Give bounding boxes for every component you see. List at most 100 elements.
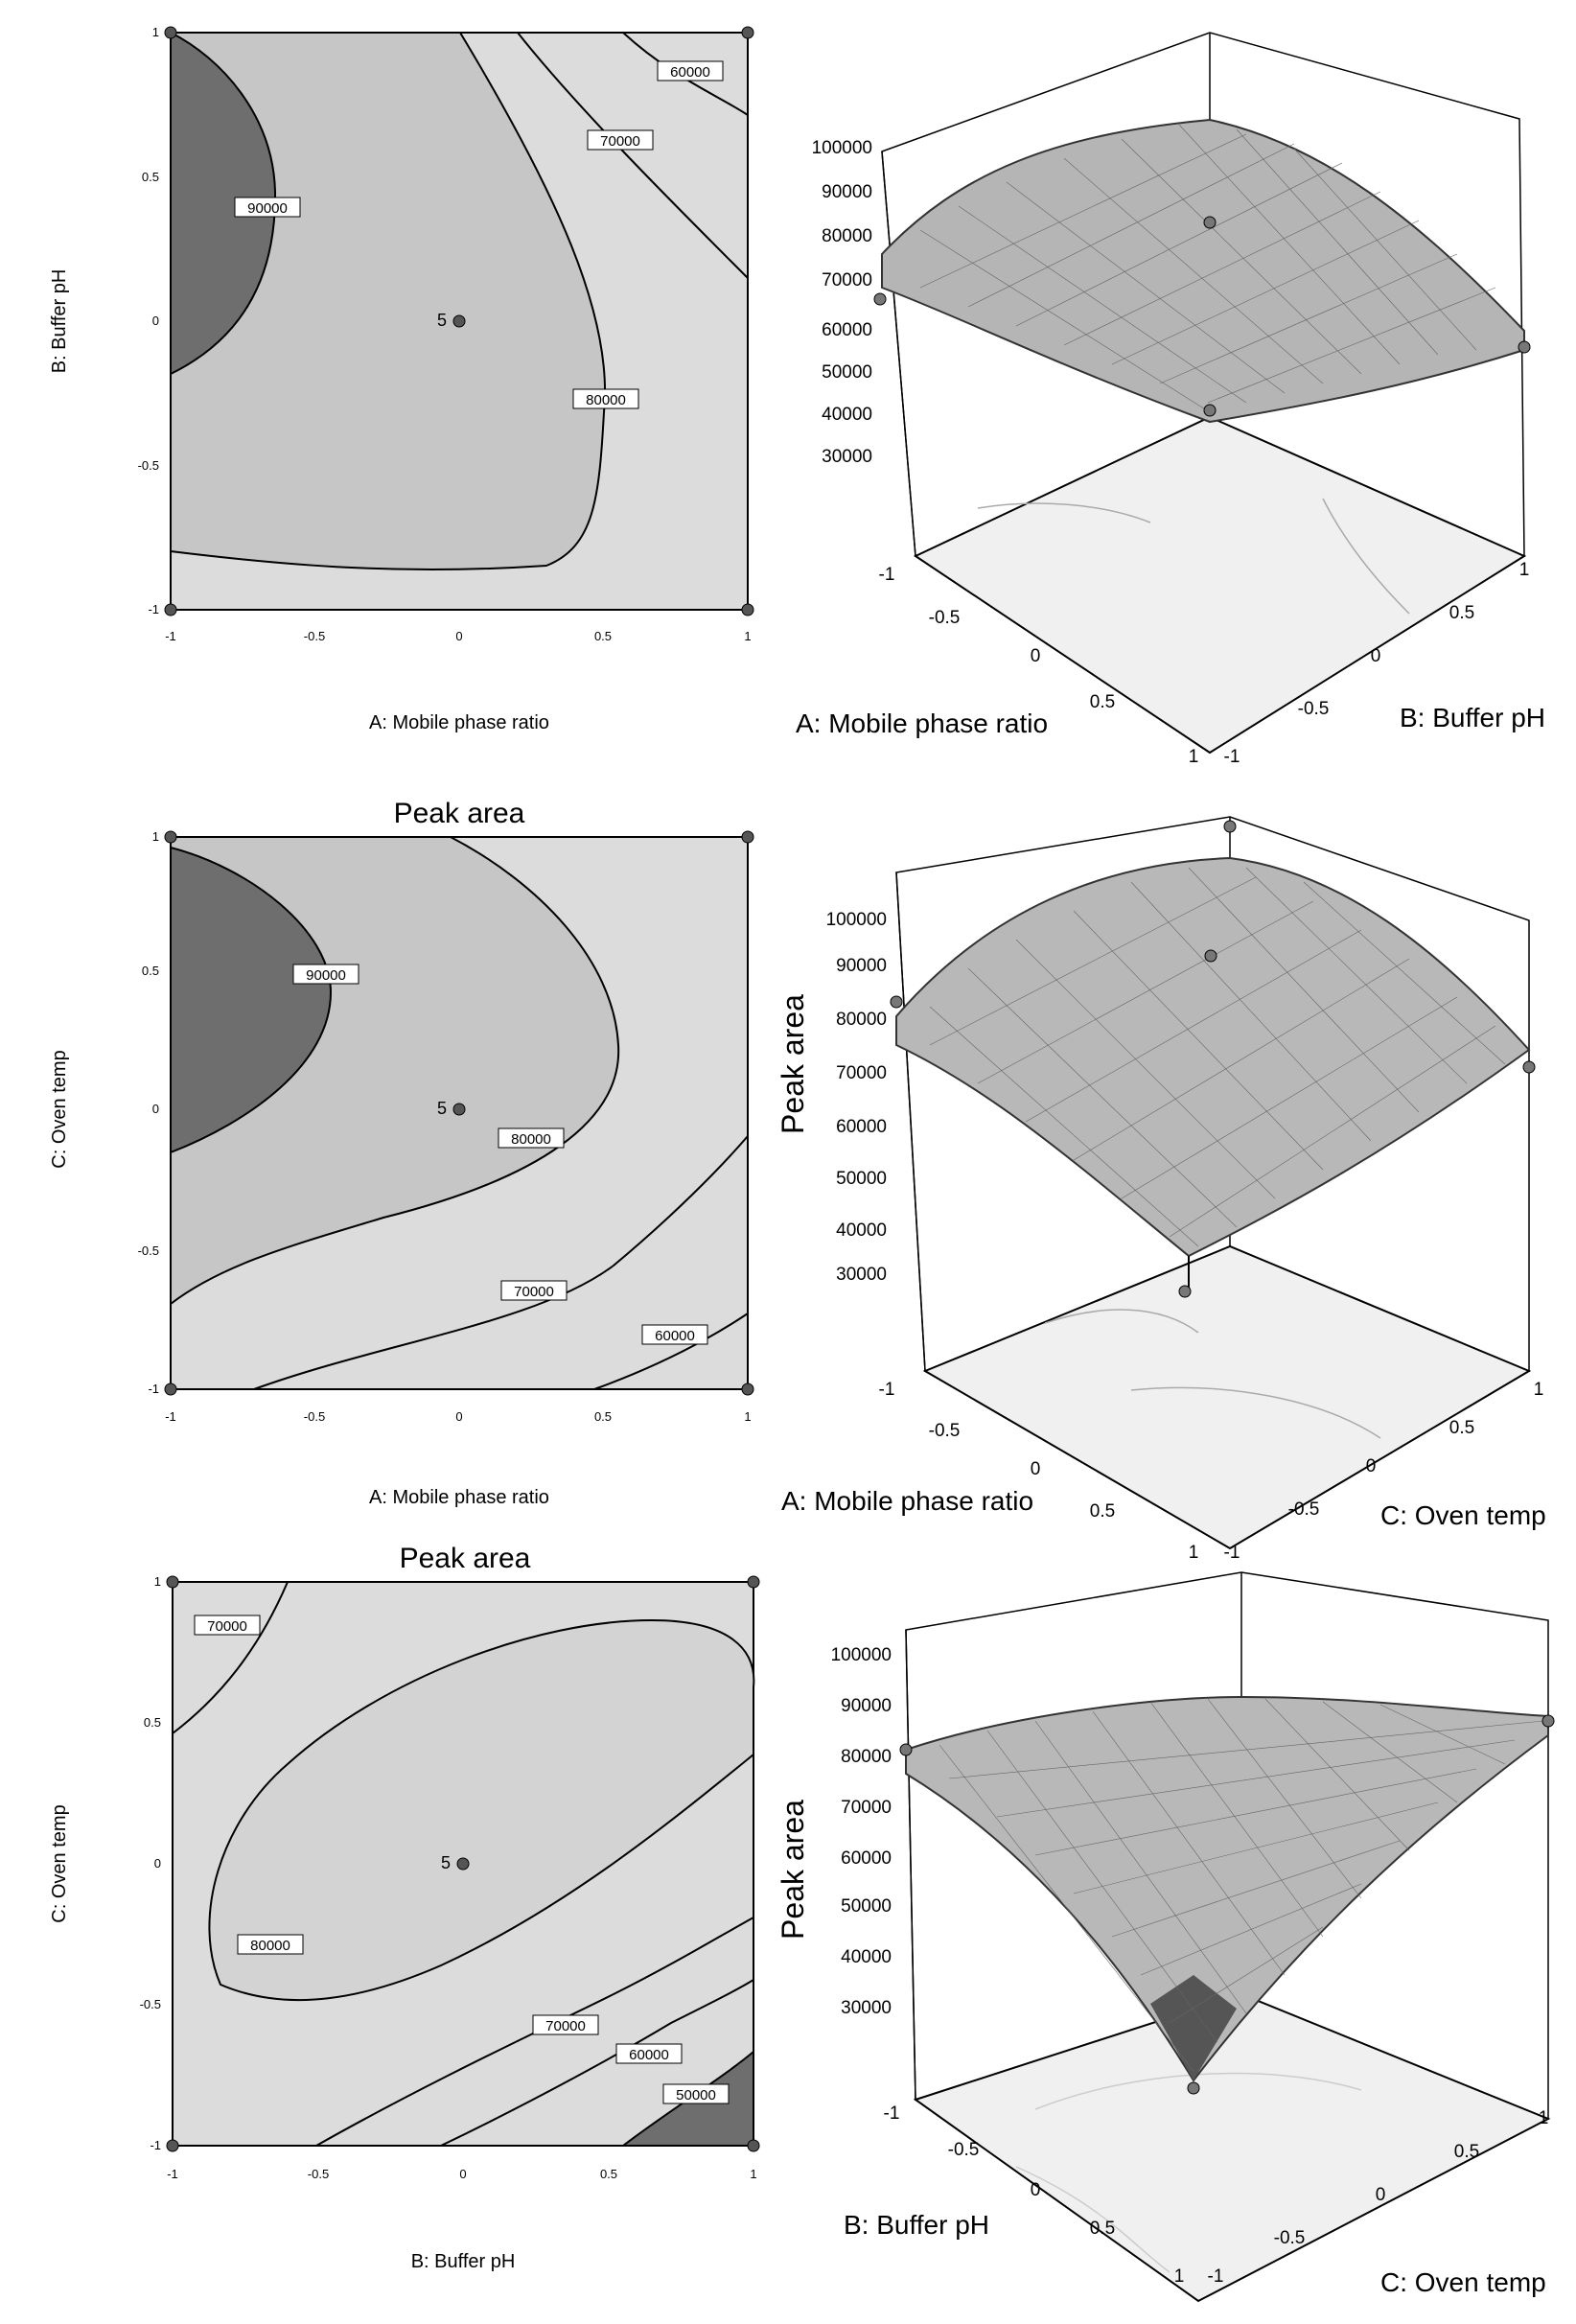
contour-label-box: [662, 2083, 730, 2104]
y-tick-label: 1: [154, 1574, 161, 1589]
x-tick-label: 1: [1189, 1543, 1199, 1563]
contour-label-box: [237, 1934, 304, 1955]
surface-shaded-base: [1150, 1975, 1237, 2080]
contour-label-70000: 70000: [545, 2018, 586, 2034]
y-tick-label: 1: [152, 829, 159, 844]
chart-title: Peak area: [400, 1543, 531, 1574]
z-tick-label: 80000: [836, 1010, 887, 1030]
y-tick-label: 1: [1519, 560, 1530, 580]
z-axis-label: Peak area: [776, 994, 810, 1134]
y-axis-label: B: Buffer pH: [49, 269, 70, 374]
contour-label-60000: 60000: [629, 2047, 669, 2063]
contour-label-90000: 90000: [247, 200, 288, 217]
y-tick-label: -0.5: [138, 458, 159, 473]
response-surface: [881, 118, 1525, 424]
z-tick-label: 60000: [841, 1848, 892, 1869]
x-axis-label: A: Mobile phase ratio: [369, 1487, 549, 1508]
x-tick-label: -0.5: [304, 1409, 325, 1424]
y-tick-label: 0.5: [1454, 2142, 1479, 2162]
x-tick-label: -1: [167, 2167, 178, 2181]
contour-label-box: [572, 388, 639, 409]
contour-line-60000: [440, 1979, 754, 2147]
floor: [913, 1992, 1551, 2303]
region-80000: [170, 32, 606, 571]
z-tick-label: 100000: [826, 910, 887, 930]
contour-plot-bc: Peak area 70000 80000 70000 60000 50000 …: [49, 1543, 760, 2272]
z-tick-label: 60000: [836, 1117, 887, 1137]
y-tick-label: -0.5: [1288, 1499, 1320, 1520]
contour-line-70000: [253, 1135, 749, 1390]
y-tick-label: 0.5: [142, 170, 159, 184]
x-axis-label: A: Mobile phase ratio: [369, 712, 549, 733]
y-tick-label: 1: [1534, 1380, 1544, 1400]
center-point-label: 5: [437, 311, 447, 330]
z-tick-label: 70000: [836, 1063, 887, 1083]
design-points: [164, 830, 754, 1396]
chart-title: Peak area: [394, 798, 525, 829]
region-inner-80000: [208, 1618, 755, 2002]
x-axis-label: A: Mobile phase ratio: [781, 1486, 1033, 1516]
design-points: [166, 1575, 760, 2152]
contour-plot-ac: Peak area 90000 80000 70000 60000 5 -1 -…: [49, 798, 754, 1508]
y-tick-label: 0.5: [142, 964, 159, 978]
floor: [922, 1244, 1532, 1550]
contour-label-box: [657, 60, 724, 81]
center-point: [456, 1857, 470, 1871]
y-tick-label: -1: [1224, 747, 1240, 767]
x-tick-label: 0.5: [594, 629, 612, 643]
x-tick-label: 1: [744, 1409, 751, 1424]
floor-contours: [977, 498, 1410, 615]
z-tick-label: 40000: [822, 405, 872, 425]
z-tick-label: 70000: [822, 270, 872, 290]
z-tick-label: 40000: [836, 1220, 887, 1241]
contour-line-70000: [315, 1917, 754, 2147]
y-axis-label: C: Oven temp: [1380, 1500, 1546, 1530]
contour-label-box: [234, 197, 301, 218]
y-tick-label: 1: [152, 25, 159, 39]
x-tick-label: -0.5: [929, 1421, 961, 1441]
center-point: [452, 1103, 466, 1116]
x-tick-label: 0.5: [1090, 1501, 1115, 1522]
response-surface: [895, 856, 1531, 1258]
z-tick-label: 80000: [841, 1747, 892, 1767]
y-tick-label: -0.5: [1274, 2228, 1306, 2248]
contour-label-60000: 60000: [655, 1328, 695, 1344]
contour-label-box: [500, 1280, 568, 1301]
contour-label-90000: 90000: [306, 967, 346, 984]
x-tick-label: 1: [1174, 2266, 1185, 2287]
x-tick-label: 1: [744, 629, 751, 643]
contour-line-70000: [517, 32, 749, 279]
y-tick-label: -0.5: [138, 1243, 159, 1258]
region-90000: [170, 846, 333, 1154]
surface-mesh: [929, 867, 1506, 1247]
y-tick-label: 0: [152, 314, 159, 328]
surface-plot-bc: 30000 40000 50000 60000 70000 80000 9000…: [776, 1571, 1555, 2303]
y-axis-label: B: Buffer pH: [1400, 703, 1545, 732]
z-tick-label: 30000: [836, 1265, 887, 1285]
z-tick-label: 100000: [831, 1645, 892, 1665]
y-tick-label: 0: [154, 1856, 161, 1871]
x-tick-label: 1: [1189, 747, 1199, 767]
contour-label-box: [641, 1324, 708, 1345]
x-axis-label: A: Mobile phase ratio: [796, 709, 1048, 738]
contour-line-70000-top: [172, 1581, 289, 1734]
x-tick-label: -1: [879, 1380, 895, 1400]
z-tick-label: 50000: [822, 362, 872, 383]
contour-label-50000: 50000: [676, 2087, 716, 2103]
y-axis-label: C: Oven temp: [49, 1050, 70, 1168]
x-tick-label: -0.5: [304, 629, 325, 643]
y-axis-label: C: Oven temp: [1380, 2267, 1546, 2297]
x-axis-label: B: Buffer pH: [844, 2210, 989, 2240]
contour-label-60000: 60000: [670, 64, 710, 81]
contour-plot-ab: 90000 80000 70000 60000 5 -1 -0.5 0 0.5 …: [49, 25, 754, 733]
design-points: [899, 1714, 1555, 2095]
contour-label-box: [498, 1127, 565, 1149]
contour-label-70000: 70000: [514, 1284, 554, 1300]
design-points: [164, 26, 754, 616]
x-tick-label: -1: [879, 565, 895, 585]
y-tick-label: 0.5: [1449, 1418, 1474, 1438]
contour-label-box: [615, 2043, 683, 2064]
contour-label-box: [194, 1615, 261, 1636]
y-tick-label: -0.5: [1298, 699, 1330, 719]
z-tick-label: 100000: [812, 138, 872, 158]
